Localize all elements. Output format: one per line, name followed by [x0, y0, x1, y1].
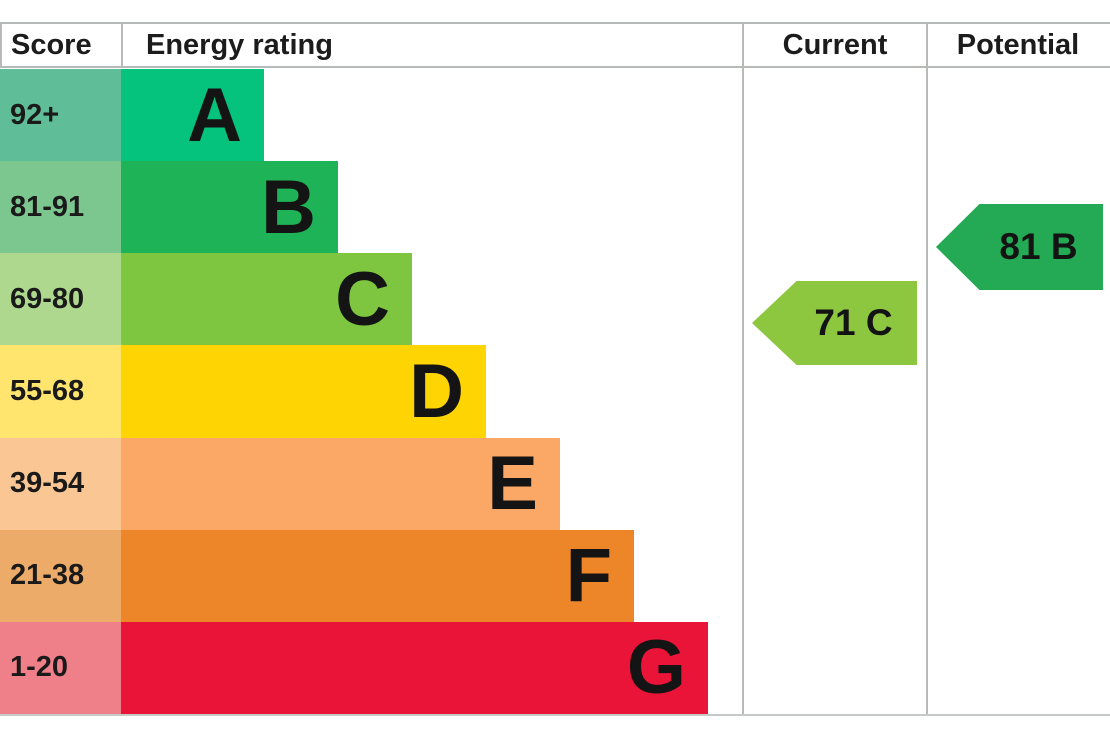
potential-rating-arrow: 81 B — [936, 204, 1103, 290]
rating-bar-a: A — [121, 69, 264, 162]
potential-column-divider — [926, 23, 928, 715]
band-row-e: 39-54 E — [0, 437, 560, 530]
rating-bar-e: E — [121, 437, 560, 530]
rating-bar-b: B — [121, 161, 338, 254]
score-range-cell-f: 21-38 — [0, 529, 121, 622]
rating-bar-c: C — [121, 253, 412, 346]
score-column-divider — [121, 23, 123, 67]
current-column-divider — [742, 23, 744, 715]
band-row-c: 69-80 C — [0, 253, 412, 346]
score-range-label: 92+ — [10, 98, 60, 131]
band-letter: G — [626, 625, 686, 711]
rating-bar-g: G — [121, 621, 708, 714]
band-letter: C — [335, 256, 390, 342]
rating-bar-f: F — [121, 529, 634, 622]
score-range-cell-g: 1-20 — [0, 621, 121, 714]
score-range-label: 1-20 — [10, 651, 69, 684]
band-row-d: 55-68 D — [0, 345, 486, 438]
score-range-cell-c: 69-80 — [0, 253, 121, 346]
score-range-cell-d: 55-68 — [0, 345, 121, 438]
score-range-cell-a: 92+ — [0, 69, 121, 162]
score-range-label: 21-38 — [10, 559, 85, 592]
band-letter: E — [487, 441, 538, 527]
potential-column-header: Potential — [956, 29, 1080, 61]
band-letter: B — [261, 164, 316, 250]
band-letter: F — [565, 533, 612, 619]
energy-rating-column-header: Energy rating — [146, 29, 333, 61]
band-letter: D — [409, 348, 464, 434]
band-row-g: 1-20 G — [0, 621, 708, 714]
score-range-cell-b: 81-91 — [0, 161, 121, 254]
top-border-line — [0, 22, 1110, 24]
band-letter: A — [187, 72, 242, 158]
header-bottom-border-line — [0, 66, 1110, 68]
score-range-cell-e: 39-54 — [0, 437, 121, 530]
score-range-label: 81-91 — [10, 190, 85, 223]
bottom-border-line — [0, 714, 1110, 716]
score-range-label: 55-68 — [10, 374, 85, 407]
score-range-label: 69-80 — [10, 282, 85, 315]
current-rating-arrow: 71 C — [752, 281, 917, 365]
current-rating-label: 71 C — [814, 302, 893, 343]
rating-bar-d: D — [121, 345, 486, 438]
band-row-a: 92+ A — [0, 69, 264, 162]
header-left-border — [0, 23, 2, 67]
band-row-f: 21-38 F — [0, 529, 634, 622]
current-column-header: Current — [782, 29, 888, 61]
score-range-label: 39-54 — [10, 467, 85, 500]
score-column-header: Score — [11, 29, 92, 61]
band-row-b: 81-91 B — [0, 161, 338, 254]
potential-rating-label: 81 B — [999, 226, 1078, 267]
